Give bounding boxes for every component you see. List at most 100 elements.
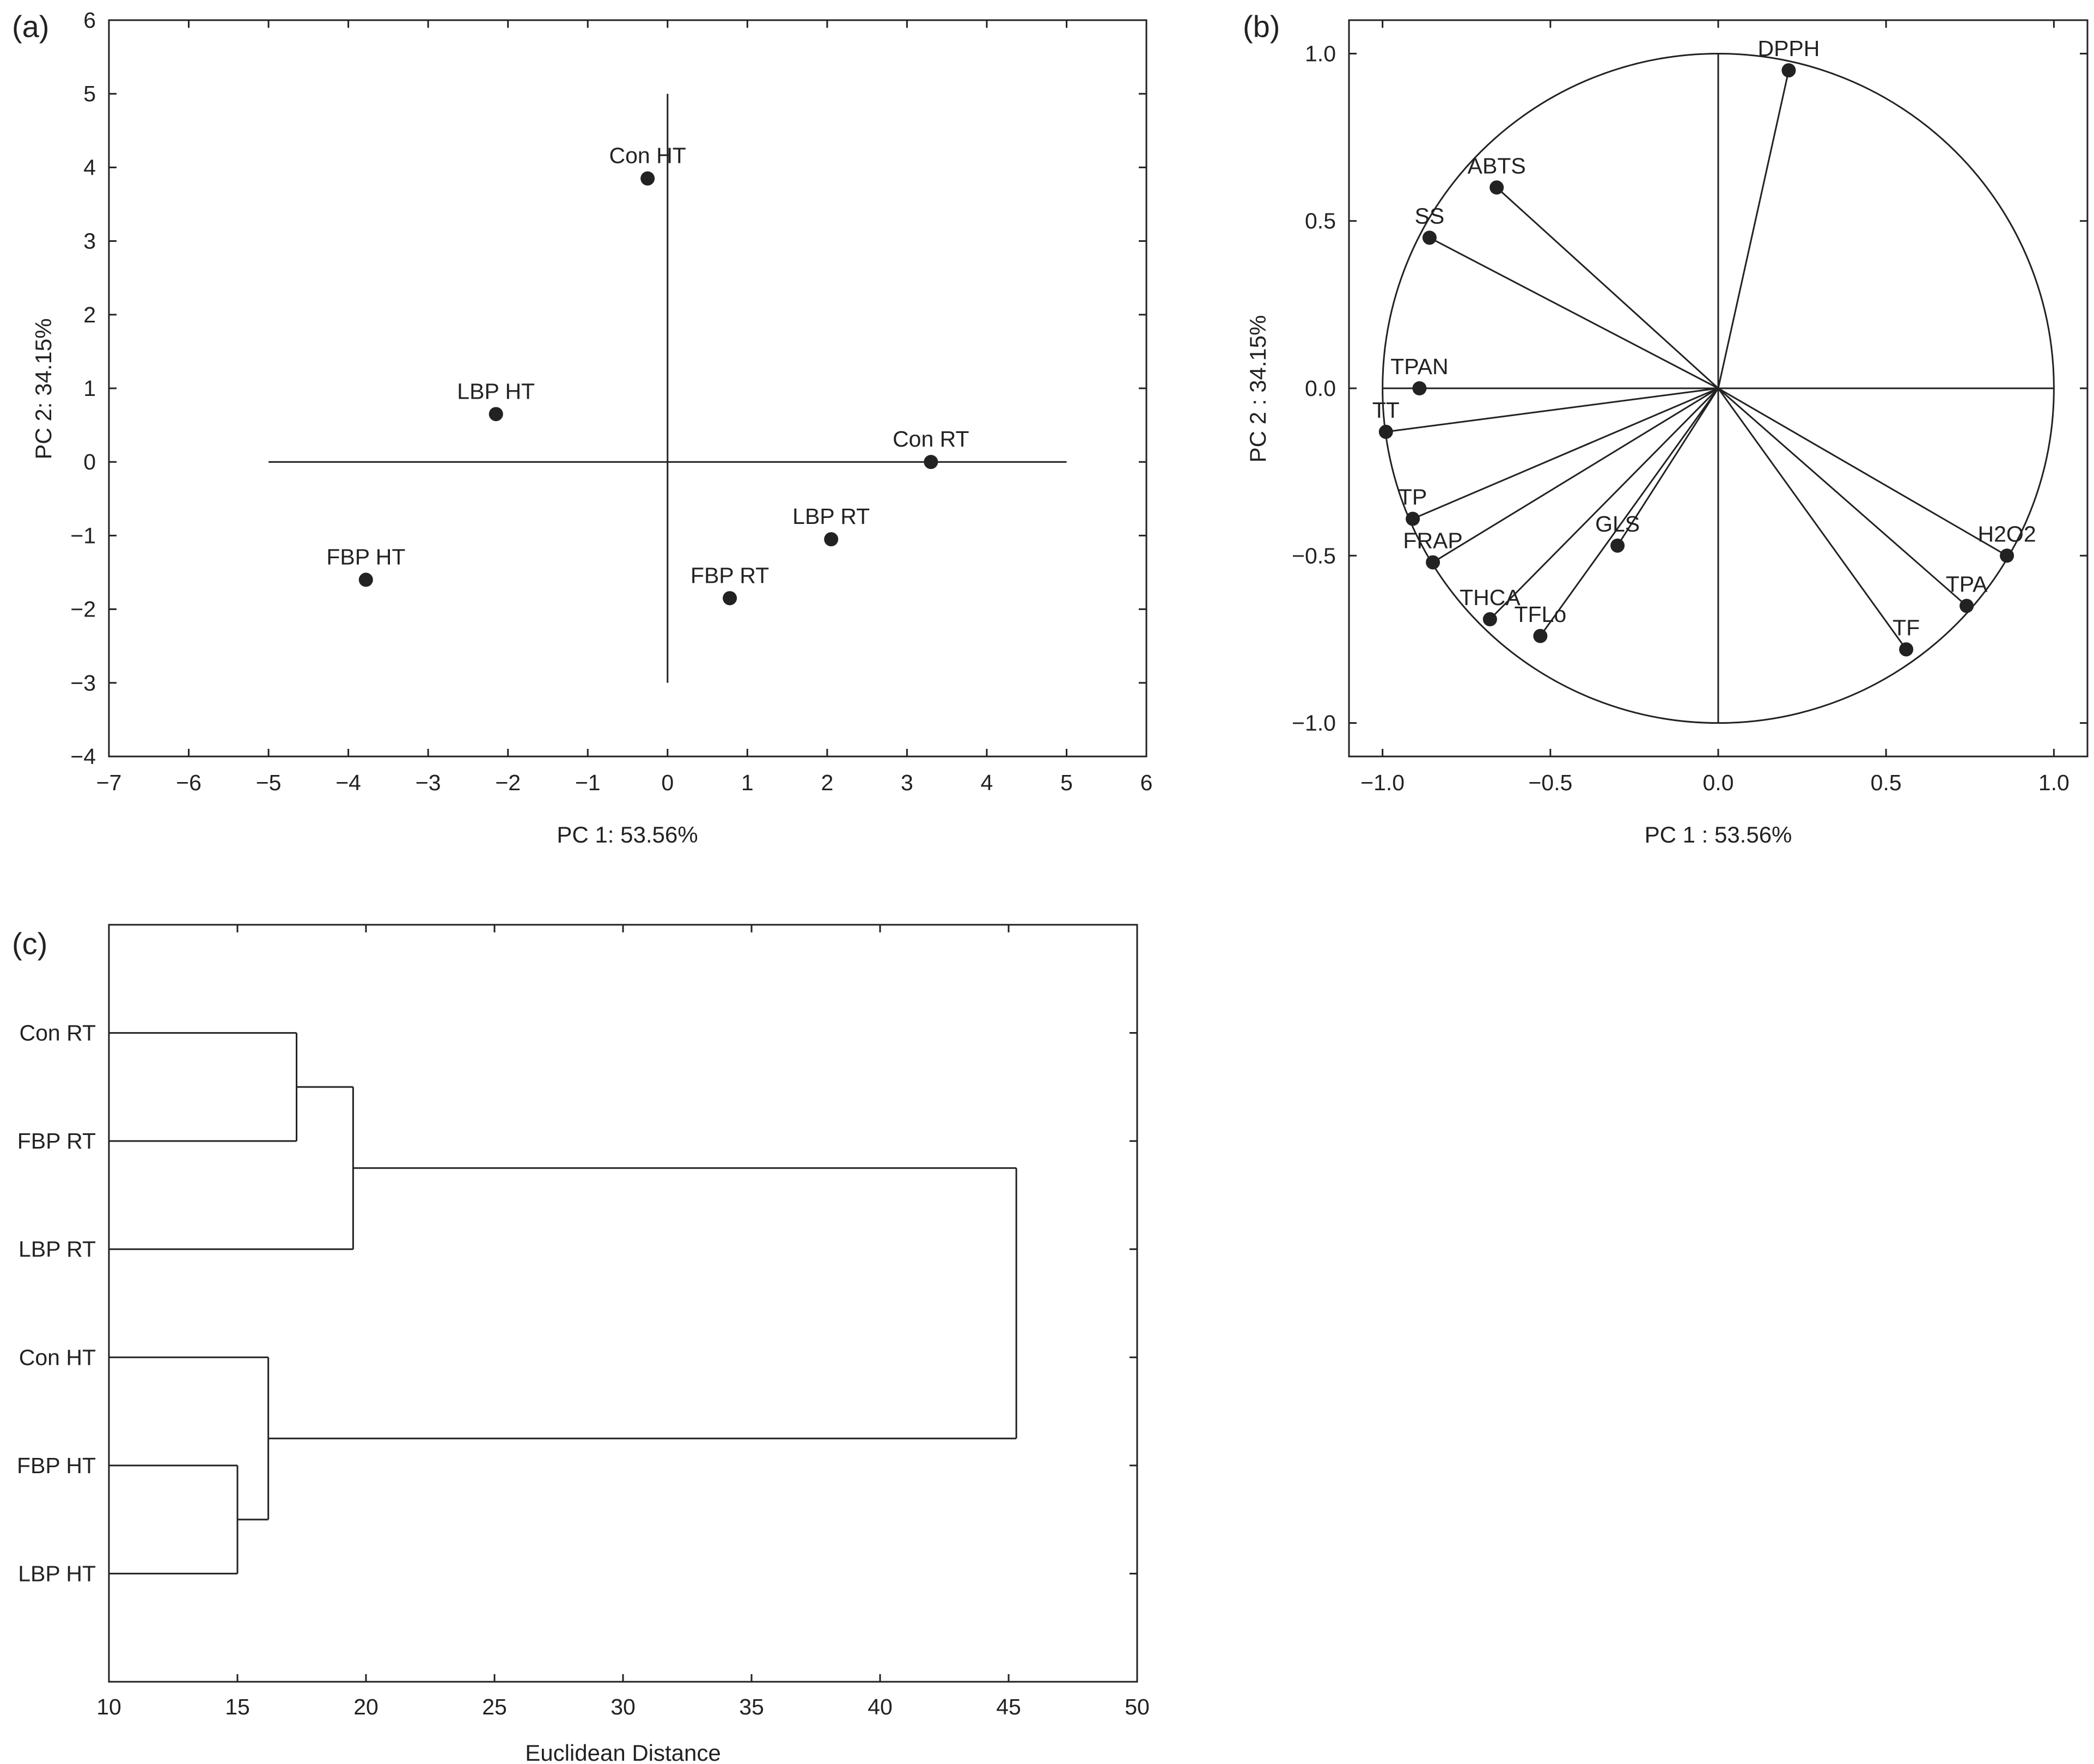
leaf-label: LBP RT — [19, 1237, 96, 1262]
x-tick-label: 1.0 — [2038, 770, 2069, 795]
score-point — [824, 532, 839, 547]
leaf-label: FBP HT — [17, 1453, 96, 1478]
loading-vector — [1429, 237, 1719, 389]
leaf-label: Con RT — [19, 1021, 96, 1046]
y-tick-label: 5 — [83, 81, 96, 106]
loading-point — [1412, 381, 1427, 395]
loading-point-label: TF — [1892, 615, 1920, 640]
loading-vector — [1412, 387, 1719, 520]
x-tick-label: 1 — [741, 770, 754, 795]
y-axis-title-b: PC 2 : 34.15% — [1245, 315, 1271, 463]
pca-loading-plot: (b) −1.0 −0.5 0.0 0.5 1.0 −1.0 −0.5 0.0 0.5 1.0 D… — [1243, 9, 2089, 847]
loading-point-label: DPPH — [1757, 36, 1820, 61]
dendrogram: (c) 10 15 20 25 30 35 40 45 50 Con RT FBP RT LBP RT… — [12, 924, 1150, 1764]
x-tick-label: 0.5 — [1871, 770, 1902, 795]
loading-point-label: THCA — [1460, 585, 1521, 610]
x-tick-label: 50 — [1125, 1694, 1150, 1719]
x-tick-label: 45 — [996, 1694, 1021, 1719]
x-tick-label: −1 — [575, 770, 601, 795]
x-tick-label: −5 — [256, 770, 282, 795]
x-tick-label: 5 — [1060, 770, 1073, 795]
score-point-label: Con RT — [893, 426, 969, 451]
x-tick-label: −1.0 — [1360, 770, 1405, 795]
loading-point-label: GLS — [1595, 511, 1640, 536]
score-point-label: FBP RT — [691, 563, 769, 588]
loading-point — [2000, 548, 2014, 563]
loading-point-label: TP — [1399, 485, 1427, 510]
loading-point-label: ABTS — [1468, 153, 1526, 178]
y-tick-label: −3 — [70, 670, 96, 695]
x-tick-label: −4 — [335, 770, 361, 795]
y-tick-label: −0.5 — [1292, 543, 1336, 568]
loading-vector — [1717, 388, 1907, 650]
loading-vector — [1540, 388, 1719, 637]
loading-point — [1610, 538, 1625, 553]
loading-point — [1959, 599, 1974, 613]
x-tick-label: 35 — [739, 1694, 764, 1719]
x-tick-label: −7 — [96, 770, 122, 795]
loading-point-label: TT — [1372, 398, 1400, 423]
score-point-label: LBP HT — [457, 379, 535, 404]
x-tick-label: 15 — [225, 1694, 250, 1719]
x-tick-label: −3 — [416, 770, 441, 795]
loading-vector — [1718, 387, 2007, 557]
y-tick-label: 0 — [83, 449, 96, 474]
loading-point-label: TPA — [1946, 571, 1988, 596]
y-tick-label: 3 — [83, 229, 96, 254]
x-tick-label: 3 — [901, 770, 913, 795]
loading-point-label: FRAP — [1403, 528, 1462, 553]
y-tick-label: −2 — [70, 597, 96, 622]
loading-vector — [1718, 387, 1968, 607]
loading-point-label: H2O2 — [1978, 521, 2036, 546]
loading-point — [1426, 555, 1440, 570]
loading-point — [1533, 628, 1548, 643]
x-tick-label: −2 — [495, 770, 521, 795]
y-tick-label: 1.0 — [1305, 41, 1336, 66]
panel-label-b: (b) — [1243, 9, 1280, 44]
x-tick-label: 40 — [868, 1694, 893, 1719]
x-tick-label: 10 — [96, 1694, 121, 1719]
y-tick-label: 4 — [83, 155, 96, 180]
y-tick-label: 2 — [83, 302, 96, 327]
x-tick-label: 0 — [661, 770, 674, 795]
x-tick-label: 25 — [482, 1694, 507, 1719]
loading-point-label: TFLo — [1514, 602, 1566, 627]
score-point — [489, 407, 503, 422]
leaf-label: LBP HT — [18, 1561, 96, 1586]
x-tick-label: −6 — [176, 770, 202, 795]
plot-frame-a — [108, 19, 1147, 758]
x-axis-title-c: Euclidean Distance — [525, 1740, 721, 1764]
score-point-label: Con HT — [609, 143, 686, 168]
loading-point — [1422, 230, 1437, 245]
x-tick-label: 4 — [981, 770, 993, 795]
x-tick-label: 30 — [611, 1694, 636, 1719]
y-tick-label: 6 — [83, 8, 96, 33]
loading-point — [1406, 511, 1420, 526]
panel-label-c: (c) — [12, 926, 47, 961]
y-tick-label: 0.5 — [1305, 209, 1336, 234]
y-tick-label: −4 — [70, 744, 96, 769]
plot-frame-c — [108, 924, 1138, 1683]
score-point — [924, 455, 938, 469]
score-point-label: LBP RT — [792, 504, 870, 529]
y-tick-label: 1 — [83, 376, 96, 401]
score-point — [640, 171, 655, 186]
loading-point-label: TPAN — [1390, 354, 1448, 379]
loading-point — [1899, 642, 1914, 657]
loading-vector — [1496, 187, 1719, 389]
x-axis-title-b: PC 1 : 53.56% — [1645, 822, 1792, 847]
loading-vector — [1616, 388, 1719, 546]
loading-point-label: SS — [1415, 203, 1445, 228]
y-tick-label: −1 — [70, 523, 96, 548]
score-point — [358, 572, 373, 587]
score-point — [723, 591, 737, 606]
leaf-label: Con HT — [19, 1345, 96, 1370]
score-point-label: FBP HT — [326, 545, 405, 570]
x-tick-label: 0.0 — [1703, 770, 1734, 795]
panel-label-a: (a) — [12, 9, 49, 44]
leaf-label: FBP RT — [17, 1128, 96, 1153]
x-axis-title-a: PC 1: 53.56% — [557, 822, 698, 847]
x-tick-label: 6 — [1140, 770, 1153, 795]
loading-vector — [1717, 70, 1790, 389]
